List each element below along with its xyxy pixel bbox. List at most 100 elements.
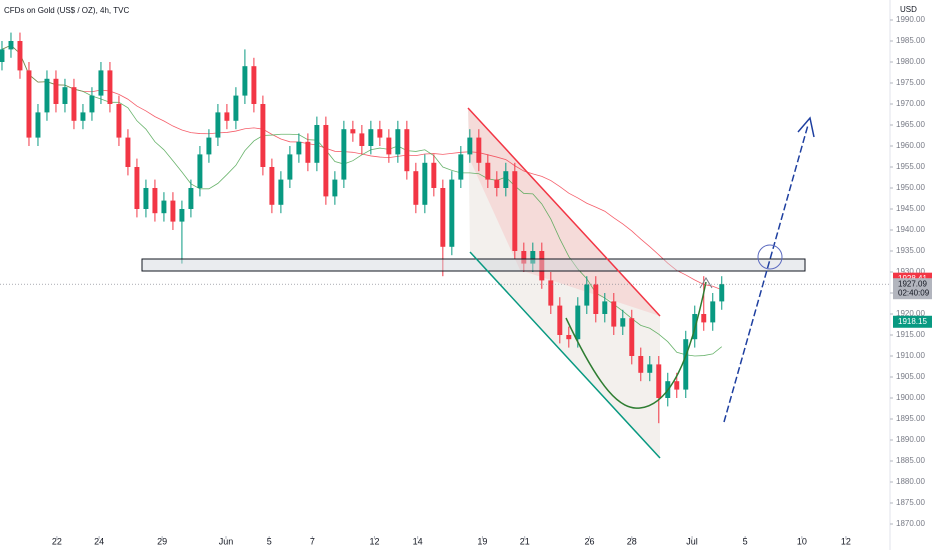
y-tick-label: 1895.00: [896, 414, 925, 423]
candle-body: [557, 305, 563, 335]
candle-body: [476, 137, 482, 163]
candle-body: [53, 78, 59, 104]
candle-body: [143, 187, 149, 209]
y-tick-label: 1965.00: [896, 120, 925, 129]
countdown: 02:40:09: [898, 288, 930, 297]
x-tick-label: 22: [52, 536, 62, 546]
candle-body: [674, 381, 680, 390]
candle-body: [134, 166, 140, 209]
candle-body: [602, 301, 608, 314]
candle-body: [224, 112, 230, 121]
candle-body: [413, 171, 419, 205]
price-tag: [893, 278, 932, 300]
x-tick-label: 24: [94, 536, 104, 546]
candle-body: [467, 137, 473, 155]
candle-body: [8, 40, 14, 50]
candles: [0, 32, 725, 424]
target-circle: [757, 244, 783, 270]
candle-body: [341, 129, 347, 180]
y-tick-label: 1990.00: [896, 15, 925, 24]
cup-curve: [565, 281, 707, 409]
candle-body: [548, 280, 554, 306]
candle-body: [26, 70, 32, 138]
y-tick-label: 1915.00: [896, 330, 925, 339]
candle-body: [647, 364, 653, 373]
candle-body: [539, 250, 545, 281]
candle-body: [566, 334, 572, 340]
candle-body: [512, 171, 518, 251]
x-tick-label: 29: [157, 536, 167, 546]
x-tick-label: 26: [584, 536, 594, 546]
candle-body: [314, 124, 320, 163]
x-tick-label: Jul: [686, 536, 698, 546]
y-tick-label: 1940.00: [896, 225, 925, 234]
candle-body: [89, 95, 95, 113]
candle-body: [350, 129, 356, 134]
candle-body: [368, 129, 374, 146]
y-tick-label: 1960.00: [896, 141, 925, 150]
candle-body: [422, 162, 428, 205]
candle-body: [458, 154, 464, 180]
y-tick-label: 1920.00: [896, 309, 925, 318]
candle-body: [251, 66, 257, 104]
y-tick-label: 1910.00: [896, 351, 925, 360]
candle-body: [107, 70, 113, 104]
chart-title: CFDs on Gold (US$ / OZ), 4h, TVC: [4, 6, 129, 15]
projection-arrow: [723, 124, 809, 423]
candle-body: [242, 66, 248, 96]
candle-body: [377, 129, 383, 138]
candle-body: [611, 301, 617, 327]
candle-body: [584, 284, 590, 306]
y-tick-label: 1955.00: [896, 162, 925, 171]
candle-body: [62, 87, 68, 104]
y-tick-label: 1900.00: [896, 393, 925, 402]
y-tick-label: 1880.00: [896, 477, 925, 486]
candle-body: [98, 70, 104, 96]
x-tick-label: 12: [369, 536, 379, 546]
candle-body: [710, 301, 716, 323]
candle-body: [719, 284, 725, 302]
candle-body: [359, 133, 365, 146]
candle-body: [80, 112, 86, 121]
candle-body: [188, 187, 194, 209]
candle-body: [656, 364, 662, 398]
candle-body: [287, 154, 293, 180]
x-tick-label: 28: [627, 536, 637, 546]
y-tick-label: 1870.00: [896, 519, 925, 528]
candle-body: [125, 137, 131, 167]
candle-body: [161, 200, 167, 214]
candle-body: [701, 313, 707, 323]
candle-body: [17, 40, 23, 71]
y-tick-label: 1890.00: [896, 435, 925, 444]
candle-body: [332, 179, 338, 197]
resistance-trendline: [467, 107, 661, 317]
arrow-head: [797, 116, 815, 138]
candle-body: [494, 179, 500, 188]
candle-body: [305, 141, 311, 163]
candle-body: [395, 129, 401, 155]
candle-body: [206, 137, 212, 155]
price-tag-label: 1927.09: [898, 279, 927, 288]
candle-body: [593, 284, 599, 314]
support-trendline: [469, 251, 661, 459]
candle-body: [233, 95, 239, 121]
candle-body: [179, 208, 185, 222]
candle-body: [35, 112, 41, 138]
candle-body: [386, 137, 392, 155]
candle-body: [683, 339, 689, 390]
candle-body: [530, 250, 536, 264]
candle-body: [296, 141, 302, 155]
candle-body: [323, 124, 329, 197]
y-tick-label: 1875.00: [896, 498, 925, 507]
drawings: [141, 107, 815, 459]
candle-body: [197, 154, 203, 188]
candle-body: [215, 112, 221, 138]
candle-body: [521, 250, 527, 264]
moving-average: [1, 44, 723, 357]
price-tag: [893, 315, 932, 328]
y-tick-label: 1930.00: [896, 267, 925, 276]
candle-body: [404, 129, 410, 172]
candle-body: [170, 200, 176, 222]
y-tick-label: 1950.00: [896, 183, 925, 192]
